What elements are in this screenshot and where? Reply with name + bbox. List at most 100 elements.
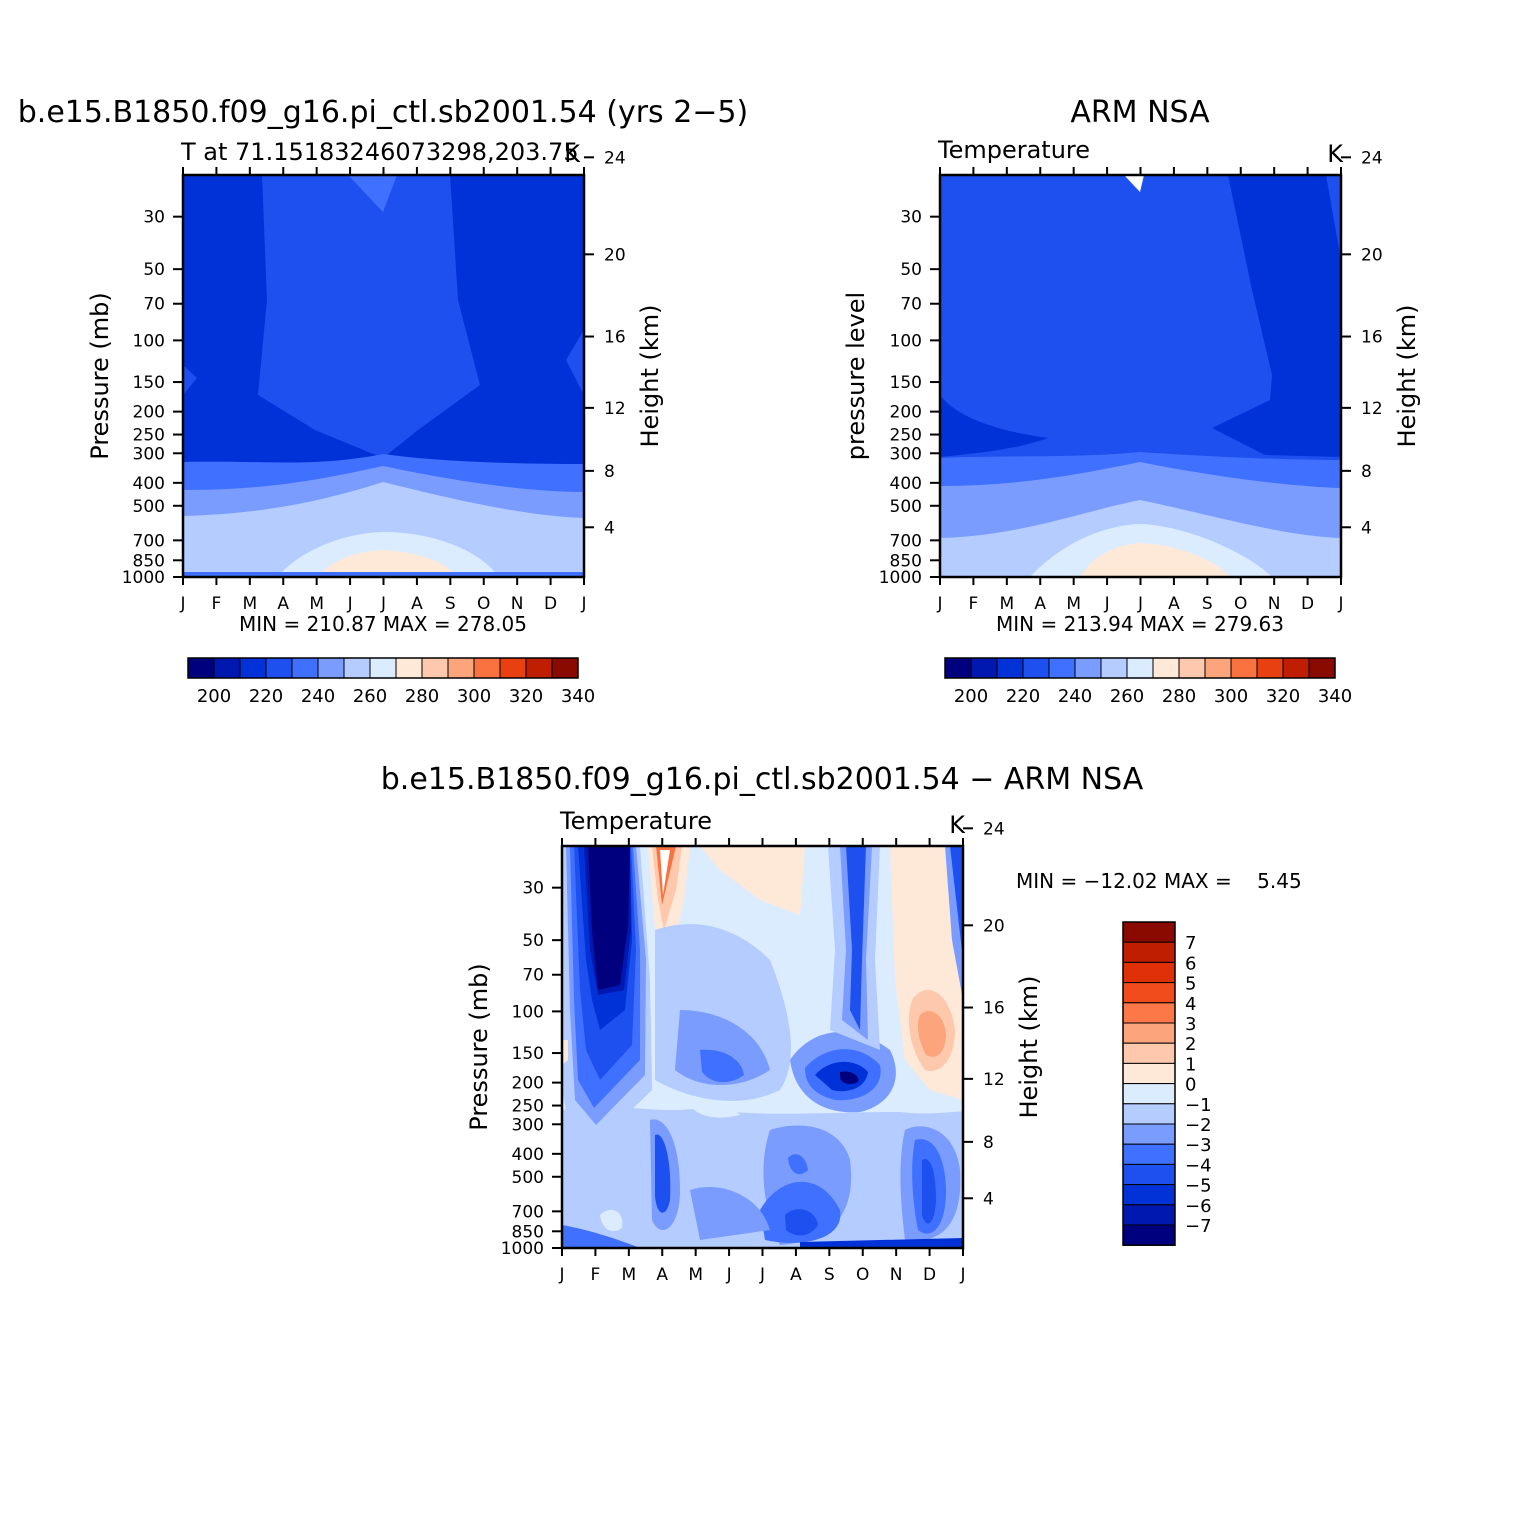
colorbar-label: 280 bbox=[1162, 686, 1196, 707]
colorbar-frame bbox=[1122, 921, 1176, 1246]
colorbar-label: 200 bbox=[197, 686, 231, 707]
colorbar-box bbox=[1204, 657, 1232, 679]
height-tick-label: 16 bbox=[1361, 328, 1383, 348]
y-tick-label: 100 bbox=[133, 331, 165, 351]
x-tick-label: J bbox=[1137, 594, 1143, 614]
y-tick-label: 700 bbox=[512, 1202, 544, 1222]
panel-diff-title: b.e15.B1850.f09_g16.pi_ctl.sb2001.54 − A… bbox=[381, 762, 1144, 797]
y-tick-label: 50 bbox=[522, 931, 544, 951]
height-tick-label: 12 bbox=[983, 1070, 1005, 1090]
colorbar-label: −1 bbox=[1185, 1095, 1212, 1116]
height-tick-label: 24 bbox=[604, 148, 626, 168]
x-tick-label: J bbox=[179, 594, 185, 614]
y-tick-label: 400 bbox=[512, 1145, 544, 1165]
x-tick-label: O bbox=[477, 594, 490, 614]
colorbar-label: 4 bbox=[1185, 994, 1196, 1015]
y-tick-label: 30 bbox=[522, 879, 544, 899]
colorbar-box bbox=[551, 657, 579, 679]
colorbar-box bbox=[447, 657, 475, 679]
colorbar-box bbox=[1282, 657, 1310, 679]
x-tick-label: N bbox=[890, 1265, 903, 1285]
y-tick-label: 250 bbox=[512, 1097, 544, 1117]
x-tick-label: O bbox=[856, 1265, 869, 1285]
panel-model-field bbox=[183, 175, 584, 577]
colorbar-label: 240 bbox=[1058, 686, 1092, 707]
y-tick-label: 400 bbox=[133, 474, 165, 494]
colorbar-box bbox=[1122, 1184, 1176, 1206]
colorbar-box bbox=[1256, 657, 1284, 679]
colorbar-label: 280 bbox=[405, 686, 439, 707]
x-tick-label: F bbox=[212, 594, 222, 614]
colorbar-box bbox=[1122, 1022, 1176, 1044]
x-tick-label: S bbox=[445, 594, 456, 614]
height-tick-label: 4 bbox=[1361, 518, 1372, 538]
colorbar-box bbox=[291, 657, 319, 679]
panel-model-colorbar: 200 220 240 260 280 300 320 340 bbox=[187, 657, 595, 707]
panel-obs-ylabel: pressure level bbox=[842, 292, 870, 460]
colorbar-label: 260 bbox=[353, 686, 387, 707]
panel-diff: b.e15.B1850.f09_g16.pi_ctl.sb2001.54 − A… bbox=[381, 762, 1302, 1285]
x-tick-label: J bbox=[347, 594, 353, 614]
colorbar-box bbox=[1308, 657, 1336, 679]
x-tick-label: J bbox=[726, 1265, 732, 1285]
colorbar-label: 300 bbox=[457, 686, 491, 707]
y-tick-label: 100 bbox=[512, 1002, 544, 1022]
colorbar-label: 320 bbox=[509, 686, 543, 707]
panel-obs-units: K bbox=[1327, 140, 1344, 168]
colorbar-frame bbox=[944, 657, 1336, 679]
colorbar-box bbox=[1122, 982, 1176, 1004]
height-tick-label: 20 bbox=[983, 916, 1005, 936]
y-tick-label: 200 bbox=[133, 403, 165, 423]
y-tick-label: 850 bbox=[890, 551, 922, 571]
colorbar-box bbox=[1122, 1163, 1176, 1186]
colorbar-box bbox=[187, 657, 215, 679]
x-tick-label: F bbox=[969, 594, 979, 614]
colorbar-box bbox=[1152, 657, 1180, 679]
colorbar-label: 200 bbox=[954, 686, 988, 707]
x-tick-label: O bbox=[1234, 594, 1247, 614]
colorbar-box bbox=[343, 657, 371, 679]
colorbar-label: 5 bbox=[1185, 974, 1196, 995]
panel-obs-subtitle: Temperature bbox=[937, 136, 1090, 164]
y-tick-label: 200 bbox=[890, 403, 922, 423]
colorbar-box bbox=[369, 657, 397, 679]
colorbar-label: 320 bbox=[1266, 686, 1300, 707]
colorbar-box bbox=[1122, 1062, 1176, 1085]
colorbar-label: −7 bbox=[1185, 1216, 1212, 1237]
y-tick-label: 70 bbox=[143, 295, 165, 315]
colorbar-label: 340 bbox=[561, 686, 595, 707]
colorbar-box bbox=[1122, 941, 1176, 963]
x-tick-label: S bbox=[824, 1265, 835, 1285]
colorbar-box bbox=[1122, 1123, 1176, 1145]
x-tick-label: J bbox=[1337, 594, 1343, 614]
x-tick-label: N bbox=[511, 594, 524, 614]
colorbar-box bbox=[1122, 1103, 1176, 1125]
x-tick-label: J bbox=[558, 1265, 564, 1285]
colorbar-label: 300 bbox=[1214, 686, 1248, 707]
colorbar-box bbox=[1074, 657, 1102, 679]
y-tick-label: 400 bbox=[890, 474, 922, 494]
colorbar-label: 1 bbox=[1185, 1054, 1196, 1075]
x-tick-label: A bbox=[1168, 594, 1180, 614]
x-tick-label: D bbox=[544, 594, 557, 614]
colorbar-label: 220 bbox=[1006, 686, 1040, 707]
panel-obs-title: ARM NSA bbox=[1070, 95, 1210, 130]
y-tick-label: 1000 bbox=[879, 568, 922, 588]
y-tick-label: 700 bbox=[133, 531, 165, 551]
x-tick-label: J bbox=[959, 1265, 965, 1285]
x-tick-label: J bbox=[580, 594, 586, 614]
x-tick-label: J bbox=[1104, 594, 1110, 614]
panel-diff-ylabel-right: Height (km) bbox=[1015, 976, 1043, 1119]
y-tick-label: 850 bbox=[512, 1222, 544, 1242]
height-tick-label: 24 bbox=[983, 819, 1005, 839]
y-tick-label: 50 bbox=[143, 260, 165, 280]
colorbar-box bbox=[996, 657, 1024, 679]
panel-model-subtitle: T at 71.15183246073298,203.75 bbox=[180, 138, 579, 166]
colorbar-box bbox=[1126, 657, 1154, 679]
panel-obs-ylabel-right: Height (km) bbox=[1393, 305, 1421, 448]
x-tick-label: F bbox=[591, 1265, 601, 1285]
x-tick-label: A bbox=[790, 1265, 802, 1285]
colorbar-box bbox=[1100, 657, 1128, 679]
y-tick-label: 1000 bbox=[501, 1239, 544, 1259]
panel-diff-subtitle: Temperature bbox=[559, 807, 712, 835]
